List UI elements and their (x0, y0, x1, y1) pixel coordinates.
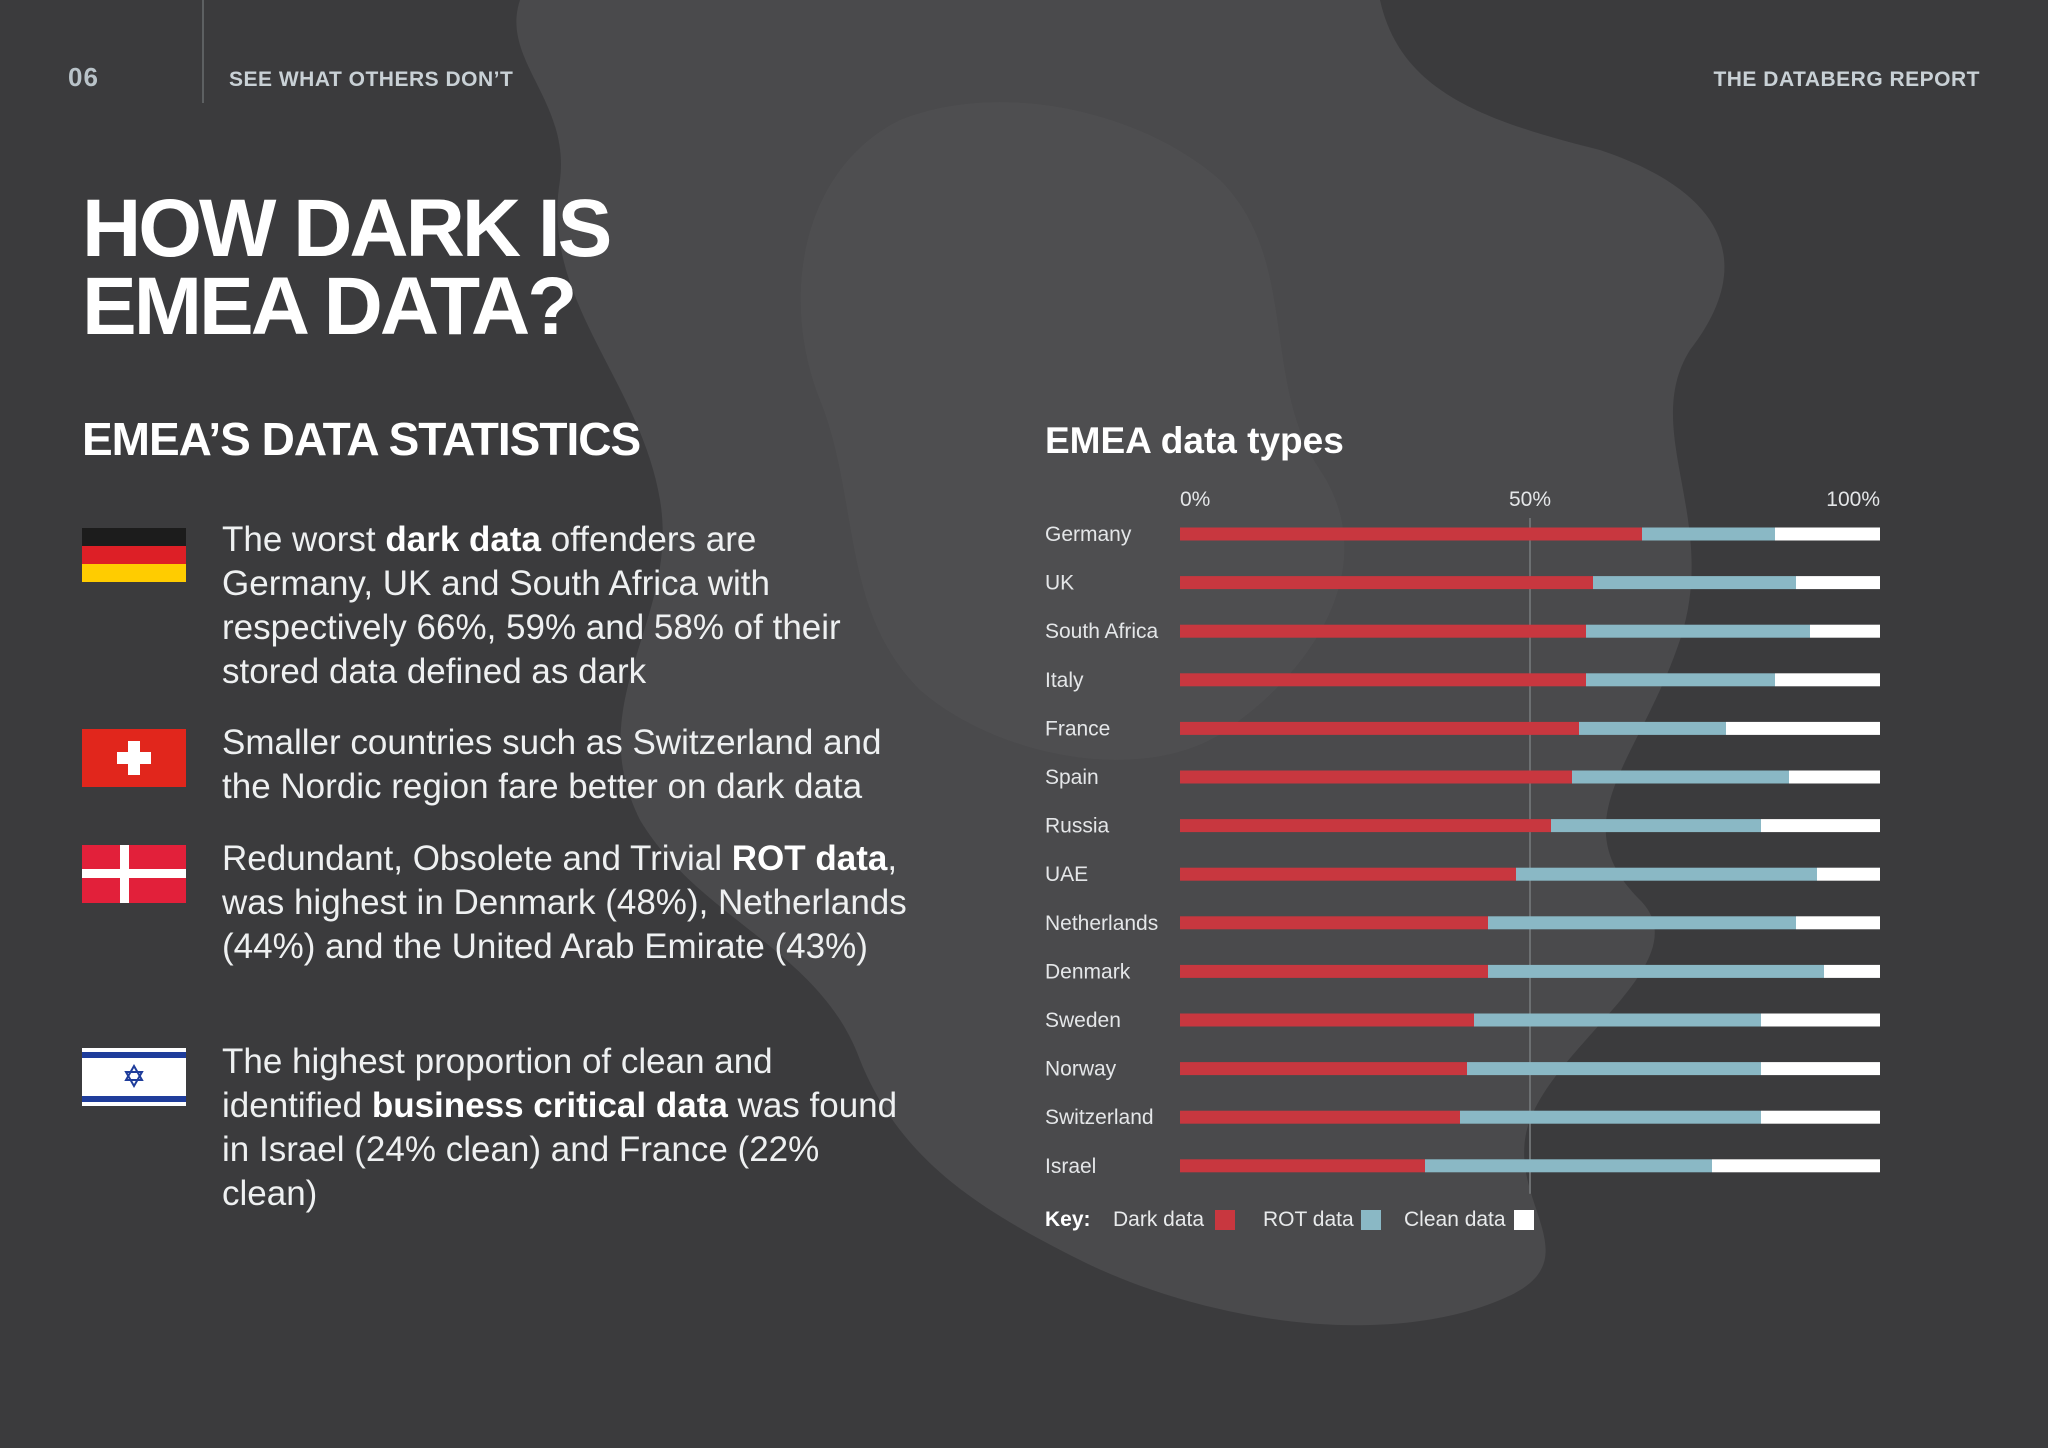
category-label: Switzerland (1045, 1106, 1154, 1129)
key-rot-swatch (1361, 1210, 1381, 1230)
stat-text: Smaller countries such as Switzerland an… (222, 723, 882, 806)
main-heading: HOW DARK IS EMEA DATA? (82, 188, 702, 348)
bar-dark-data (1180, 916, 1488, 930)
bar-clean-data (1824, 964, 1880, 978)
x-tick-label: 100% (1826, 488, 1880, 511)
bar-clean-data (1761, 819, 1880, 833)
main-heading-line-1: HOW DARK IS (82, 183, 612, 274)
bar-rot-data (1642, 527, 1775, 541)
bar-clean-data (1761, 1110, 1880, 1124)
category-label: South Africa (1045, 620, 1159, 643)
bar-rot-data (1488, 916, 1796, 930)
bar-rot-data (1551, 819, 1761, 833)
category-label: Netherlands (1045, 912, 1158, 935)
bar-dark-data (1180, 1110, 1460, 1124)
bar-dark-data (1180, 1013, 1474, 1027)
page-number: 06 (68, 62, 99, 92)
bar-rot-data (1425, 1159, 1712, 1173)
main-heading-line-2: EMEA DATA? (82, 261, 577, 352)
bar-dark-data (1180, 673, 1586, 687)
bar-rot-data (1460, 1110, 1761, 1124)
bar-dark-data (1180, 867, 1516, 881)
bar-dark-data (1180, 770, 1572, 784)
category-label: Sweden (1045, 1009, 1121, 1032)
bar-clean-data (1817, 867, 1880, 881)
bar-rot-data (1488, 964, 1824, 978)
report-title: THE DATABERG REPORT (1713, 68, 1980, 91)
bar-clean-data (1775, 527, 1880, 541)
stat-text: Redundant, Obsolete and Trivial ROT data… (222, 839, 907, 966)
israel-flag-icon (82, 1048, 186, 1106)
bar-dark-data (1180, 1159, 1425, 1173)
bar-rot-data (1474, 1013, 1761, 1027)
category-label: Germany (1045, 523, 1132, 546)
category-label: Israel (1045, 1155, 1096, 1178)
bar-dark-data (1180, 527, 1642, 541)
bar-dark-data (1180, 819, 1551, 833)
key-title: Key: (1045, 1208, 1091, 1231)
bar-dark-data (1180, 721, 1579, 735)
category-label: UK (1045, 572, 1074, 595)
bar-dark-data (1180, 576, 1593, 590)
switzerland-flag-icon (82, 729, 186, 787)
key-dark-label: Dark data (1113, 1208, 1205, 1231)
key-rot-label: ROT data (1263, 1208, 1354, 1231)
bar-clean-data (1810, 624, 1880, 638)
category-label: Denmark (1045, 960, 1131, 983)
stats-heading: EMEA’S DATA STATISTICS (82, 413, 641, 465)
bar-clean-data (1726, 721, 1880, 735)
key-dark-swatch (1215, 1210, 1235, 1230)
bar-rot-data (1467, 1062, 1761, 1076)
bar-clean-data (1796, 916, 1880, 930)
stat-text: The worst dark data offenders are German… (222, 520, 841, 691)
bar-dark-data (1180, 964, 1488, 978)
denmark-flag-icon (82, 845, 186, 903)
key-clean-label: Clean data (1404, 1208, 1506, 1231)
category-label: Italy (1045, 669, 1084, 692)
header-divider (202, 0, 204, 103)
category-label: France (1045, 717, 1110, 740)
bar-rot-data (1572, 770, 1789, 784)
x-tick-label: 50% (1509, 488, 1551, 511)
section-label: SEE WHAT OTHERS DON’T (229, 68, 514, 91)
chart-title: EMEA data types (1045, 420, 1344, 461)
bar-clean-data (1775, 673, 1880, 687)
category-label: Norway (1045, 1058, 1117, 1081)
bar-rot-data (1586, 624, 1810, 638)
bar-clean-data (1712, 1159, 1880, 1173)
stat-text: The highest proportion of clean and iden… (222, 1042, 898, 1213)
bar-rot-data (1586, 673, 1775, 687)
x-tick-label: 0% (1180, 488, 1210, 511)
category-label: Spain (1045, 766, 1099, 789)
bar-clean-data (1761, 1062, 1880, 1076)
bar-dark-data (1180, 1062, 1467, 1076)
germany-flag-icon (82, 528, 186, 582)
bar-clean-data (1789, 770, 1880, 784)
bar-clean-data (1761, 1013, 1880, 1027)
bar-rot-data (1579, 721, 1726, 735)
bar-dark-data (1180, 624, 1586, 638)
bar-rot-data (1516, 867, 1817, 881)
category-label: Russia (1045, 815, 1110, 838)
bar-rot-data (1593, 576, 1796, 590)
bar-clean-data (1796, 576, 1880, 590)
category-label: UAE (1045, 863, 1088, 886)
key-clean-swatch (1514, 1210, 1534, 1230)
